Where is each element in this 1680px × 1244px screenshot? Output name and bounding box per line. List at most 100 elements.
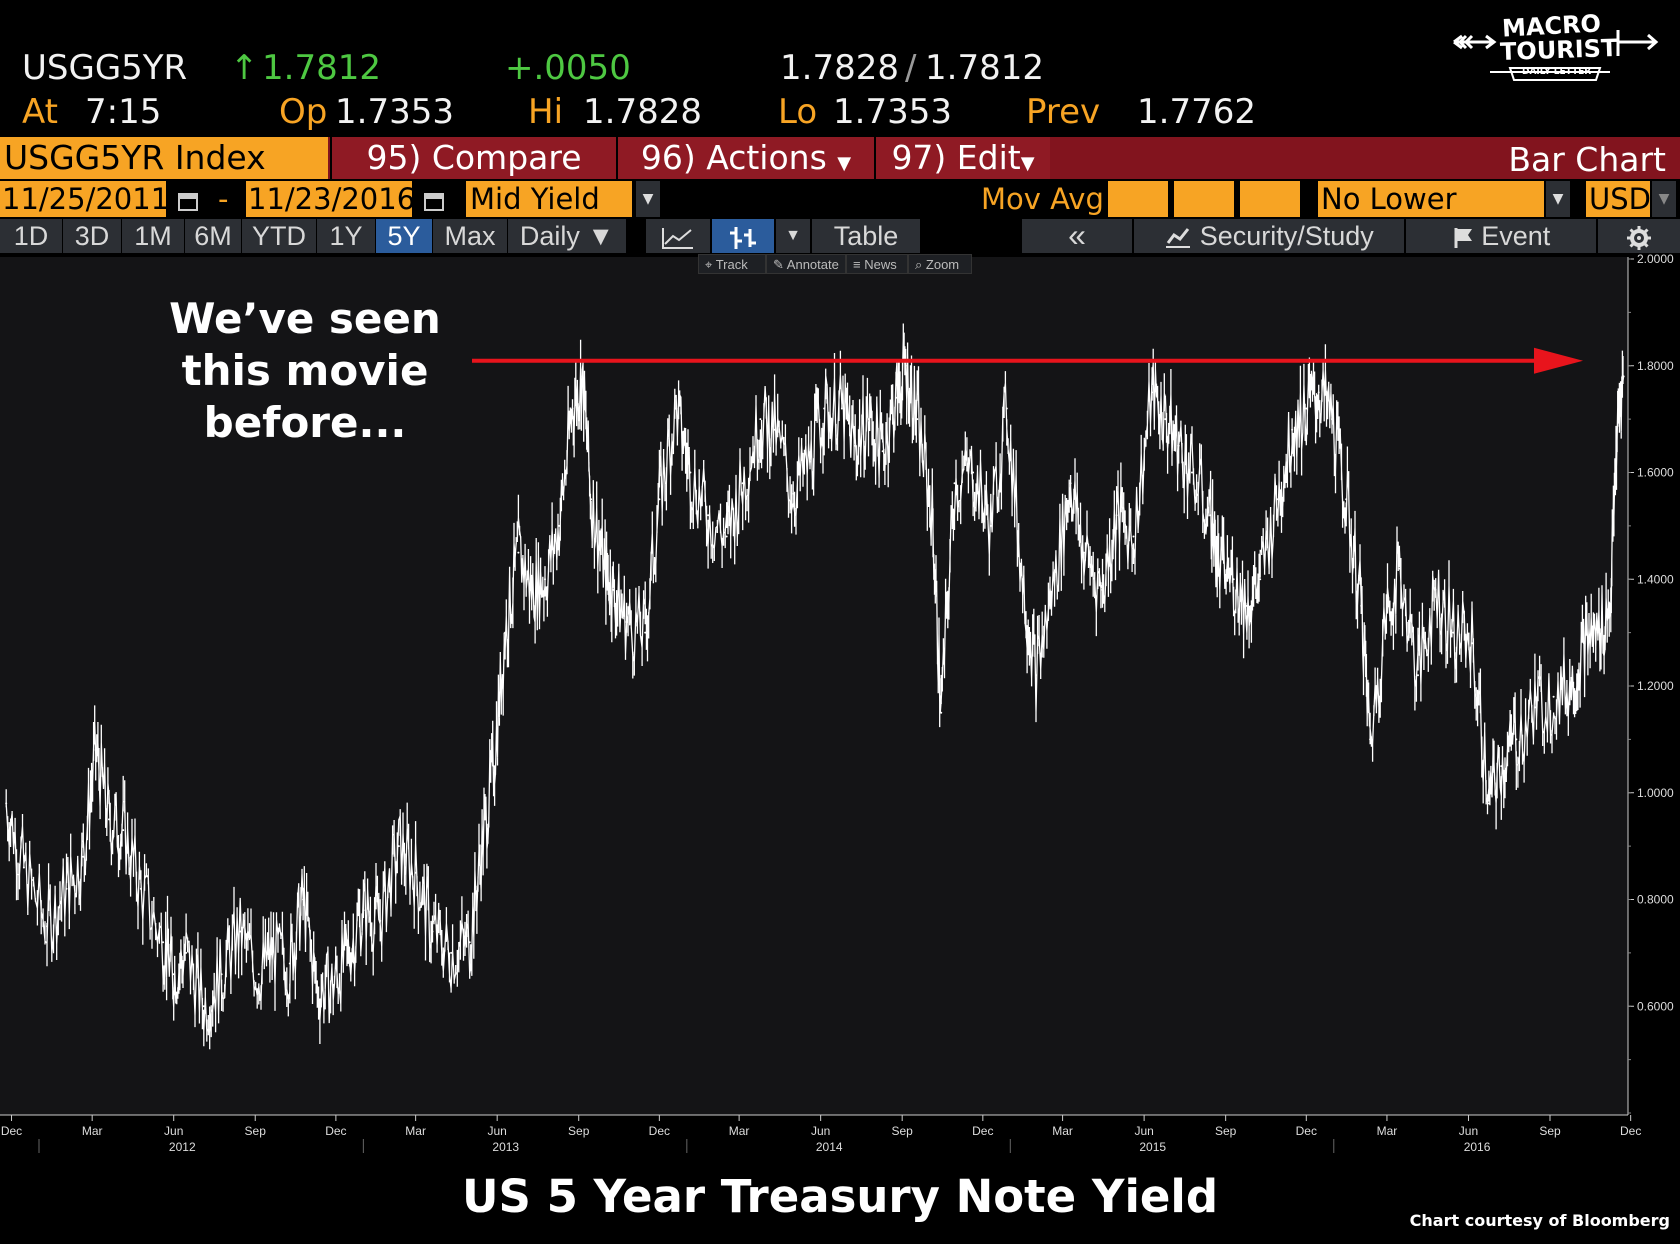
event-label: Event	[1481, 221, 1551, 251]
compare-button[interactable]: 95) Compare	[330, 137, 616, 179]
field-dropdown-icon[interactable]: ▼	[636, 181, 660, 217]
end-date-field[interactable]: 11/23/2016	[246, 181, 416, 217]
data-point	[840, 407, 843, 410]
annotate-tool[interactable]: ✎ Annotate	[766, 254, 846, 274]
data-point	[1596, 631, 1599, 634]
data-point	[431, 930, 434, 933]
year-label: 2013	[492, 1140, 519, 1154]
data-point	[1398, 567, 1401, 570]
annotate-label: Annotate	[786, 257, 839, 272]
x-tick-label: Sep	[245, 1124, 267, 1138]
x-tick-label: Jun	[811, 1124, 830, 1138]
data-point	[867, 418, 870, 421]
year-label: 2015	[1139, 1140, 1166, 1154]
settings-gear-icon[interactable]	[1598, 219, 1680, 253]
calendar-icon[interactable]	[172, 181, 204, 217]
data-point	[530, 588, 533, 591]
edit-button[interactable]: 97) Edit▼	[874, 137, 1050, 179]
year-label: 2014	[816, 1140, 843, 1154]
start-date-field[interactable]: 11/25/2011	[0, 181, 170, 217]
data-point	[288, 962, 291, 965]
currency-select[interactable]: USD	[1586, 181, 1651, 217]
table-button[interactable]: Table	[812, 219, 920, 253]
data-point	[1164, 418, 1167, 421]
data-point	[1291, 428, 1294, 431]
y-tick-label: 1.8000	[1637, 359, 1674, 373]
security-study-button[interactable]: Security/Study	[1134, 219, 1404, 253]
lower-chart-dropdown-icon[interactable]: ▼	[1546, 181, 1570, 217]
zoom-tool[interactable]: ⌕ Zoom	[908, 254, 972, 274]
low-value: 1.7353	[833, 92, 952, 132]
y-tick-label: 1.0000	[1637, 786, 1674, 800]
currency-dropdown-icon[interactable]: ▼	[1652, 181, 1676, 217]
x-tick-label: Jun	[164, 1124, 183, 1138]
tab-6m[interactable]: 6M	[185, 219, 241, 253]
year-label: 2012	[169, 1140, 196, 1154]
line-chart-icon[interactable]	[646, 219, 710, 253]
tab-ytd[interactable]: YTD	[242, 219, 316, 253]
bar-chart-icon[interactable]	[712, 219, 774, 253]
mov-avg-field-2[interactable]	[1174, 181, 1234, 217]
x-tick-label: Dec	[649, 1124, 670, 1138]
data-point	[202, 1005, 205, 1008]
security-field[interactable]: USGG5YR Index	[0, 137, 328, 179]
news-tool[interactable]: ≡ News	[846, 254, 908, 274]
y-tick-label: 1.4000	[1637, 572, 1674, 586]
x-tick-label: Dec	[972, 1124, 993, 1138]
collapse-button[interactable]: «	[1022, 219, 1132, 253]
x-tick-label: Sep	[568, 1124, 590, 1138]
year-label: 2016	[1464, 1140, 1491, 1154]
axis-group: 2.0000 1.8000 1.6000 1.4000 1.2000 1.0000 0.80…	[0, 252, 1674, 1154]
high-label: Hi	[528, 92, 564, 132]
x-tick-label: Mar	[729, 1124, 750, 1138]
calendar-icon[interactable]	[418, 181, 450, 217]
data-point	[1177, 444, 1180, 447]
tab-1m[interactable]: 1M	[122, 219, 184, 253]
data-point	[1151, 391, 1154, 394]
tab-5y[interactable]: 5Y	[376, 219, 432, 253]
chart-type-label: Bar Chart	[1508, 140, 1666, 179]
data-point	[707, 514, 710, 517]
data-point	[504, 631, 507, 634]
data-point	[1552, 695, 1555, 698]
data-point	[1471, 642, 1473, 645]
study-icon	[1164, 221, 1192, 251]
data-point	[414, 871, 417, 874]
data-point	[1209, 514, 1212, 517]
quote-time: 7:15	[85, 92, 162, 132]
x-tick-label: Jun	[1459, 1124, 1478, 1138]
prev-value: 1.7762	[1137, 92, 1256, 132]
data-point	[302, 898, 305, 901]
x-tick-label: Dec	[1620, 1124, 1641, 1138]
tab-3d[interactable]: 3D	[63, 219, 121, 253]
data-point	[1452, 631, 1455, 634]
data-point	[1053, 578, 1056, 581]
chart-plot-area[interactable]	[0, 257, 1628, 1115]
chart-style-dropdown-icon[interactable]: ▼	[776, 219, 810, 253]
frequency-select[interactable]: Daily ▼	[508, 219, 626, 253]
data-point	[1232, 578, 1235, 581]
tab-1y[interactable]: 1Y	[317, 219, 375, 253]
data-point	[5, 802, 8, 805]
data-point	[450, 951, 453, 954]
chart-annotation: We’ve seen this movie before...	[169, 294, 441, 447]
event-button[interactable]: Event	[1406, 219, 1596, 253]
mov-avg-field-3[interactable]	[1240, 181, 1300, 217]
edit-label: 97) Edit	[891, 138, 1021, 177]
data-point	[689, 471, 692, 474]
at-label: At	[22, 92, 58, 132]
y-tick-label: 2.0000	[1637, 252, 1674, 266]
crosshair-icon: ⌖	[705, 257, 716, 272]
data-point	[108, 818, 110, 821]
actions-button[interactable]: 96) Actions ▼	[616, 137, 874, 179]
tab-1d[interactable]: 1D	[0, 219, 62, 253]
data-point	[362, 909, 365, 912]
data-point	[809, 460, 811, 463]
track-tool[interactable]: ⌖ Track	[698, 254, 766, 274]
mov-avg-field-1[interactable]	[1108, 181, 1168, 217]
data-point	[823, 407, 826, 410]
field-select[interactable]: Mid Yield	[466, 181, 632, 217]
open-value: 1.7353	[335, 92, 454, 132]
tab-max[interactable]: Max	[433, 219, 507, 253]
data-point	[65, 887, 68, 890]
